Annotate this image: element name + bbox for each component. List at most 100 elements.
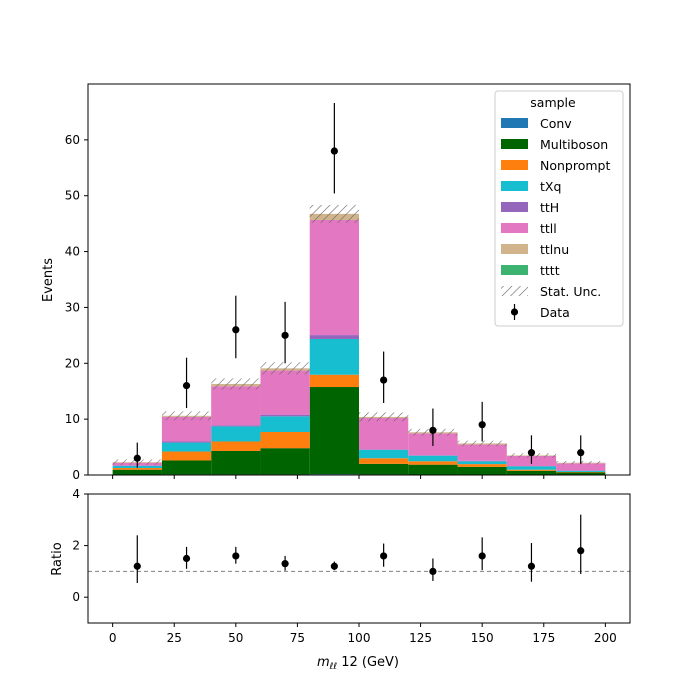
ratio-y-tick-label-2: 2 — [72, 539, 80, 553]
bar-multiboson-0 — [112, 469, 162, 475]
y-tick-label-0: 0 — [72, 468, 80, 482]
ratio-point-2 — [232, 552, 240, 560]
y-tick-label-50: 50 — [65, 189, 80, 203]
bar-nonprompt-6 — [408, 461, 458, 465]
bar-txq-1 — [161, 442, 212, 452]
bar-multiboson-1 — [161, 460, 212, 475]
x-tick-label-75: 75 — [290, 631, 305, 645]
legend-label-multiboson: Multiboson — [540, 137, 608, 152]
legend-title: sample — [530, 95, 576, 110]
legend-label-stat-unc: Stat. Unc. — [540, 284, 601, 299]
bar-nonprompt-3 — [260, 431, 310, 449]
ratio-points — [133, 514, 585, 584]
legend-swatch-multiboson — [501, 139, 528, 149]
x-tick-label-50: 50 — [228, 631, 243, 645]
x-tick-label-125: 125 — [409, 631, 432, 645]
main-panel-bars — [112, 213, 606, 475]
legend-label-txq: tXq — [540, 179, 561, 194]
bar-nonprompt-0 — [112, 468, 162, 470]
y-axis-label: Events — [41, 258, 56, 302]
bar-tth-3 — [260, 414, 310, 417]
legend-label-data: Data — [540, 305, 570, 320]
main-axes: 0 10 20 30 40 50 60 — [65, 133, 606, 482]
bar-txq-6 — [408, 455, 458, 462]
bar-nonprompt-9 — [556, 471, 606, 473]
ratio-point-8 — [527, 562, 536, 570]
x-tick-label-25: 25 — [167, 631, 182, 645]
bar-ttll-4 — [309, 220, 359, 336]
bar-ttll-9 — [556, 463, 606, 471]
ratio-plot-frame — [87, 493, 631, 624]
bar-multiboson-6 — [408, 464, 458, 475]
bar-ttll-5 — [359, 418, 409, 450]
legend-swatch-tttt — [501, 265, 528, 275]
bar-multiboson-4 — [309, 387, 359, 475]
bar-ttll-3 — [260, 370, 310, 415]
ratio-point-5 — [380, 552, 388, 560]
bar-txq-5 — [359, 449, 409, 459]
bar-nonprompt-4 — [309, 374, 359, 388]
bar-nonprompt-8 — [506, 469, 557, 471]
stat-unc-band-2 — [211, 378, 261, 390]
bar-tth-1 — [161, 441, 212, 443]
bar-tth-2 — [211, 425, 261, 427]
bar-multiboson-3 — [260, 448, 310, 475]
legend-label-tttt: tttt — [540, 263, 560, 278]
data-point-5 — [380, 376, 388, 384]
y-tick-label-60: 60 — [65, 133, 80, 147]
legend: sample Conv Multiboson Nonprompt tXq ttH ttll t… — [494, 90, 624, 327]
data-point-4 — [330, 147, 338, 155]
legend-data-marker — [510, 308, 519, 316]
data-point-3 — [281, 331, 289, 339]
legend-swatch-ttll — [501, 223, 528, 233]
bar-txq-3 — [260, 416, 310, 432]
ratio-y-tick-label-0: 0 — [72, 590, 80, 604]
bar-multiboson-9 — [556, 472, 606, 475]
data-point-2 — [232, 326, 240, 334]
ratio-y-tick-label-4: 4 — [72, 487, 80, 501]
bar-nonprompt-5 — [359, 458, 409, 464]
data-points — [133, 102, 585, 468]
legend-label-nonprompt: Nonprompt — [540, 158, 610, 173]
legend-label-ttll: ttll — [540, 221, 557, 236]
data-point-1 — [182, 382, 191, 390]
legend-label-tth: ttH — [540, 200, 559, 215]
legend-swatch-stat-unc — [501, 286, 528, 296]
x-tick-label-100: 100 — [348, 631, 371, 645]
ratio-point-6 — [429, 567, 437, 576]
stat-unc-band-1 — [161, 411, 212, 421]
legend-swatch-conv — [501, 118, 528, 128]
legend-swatch-ttlnu — [501, 244, 528, 254]
stat-unc-band-7 — [457, 440, 507, 447]
bar-txq-7 — [457, 461, 507, 465]
bar-txq-8 — [506, 466, 557, 470]
y-tick-label-10: 10 — [65, 412, 80, 426]
bar-txq-2 — [211, 426, 261, 442]
stat-unc-band-5 — [359, 412, 409, 422]
ratio-y-axis-label: Ratio — [50, 542, 65, 575]
ratio-point-4 — [330, 562, 338, 570]
data-point-6 — [429, 426, 437, 434]
bar-ttll-7 — [457, 444, 507, 461]
y-tick-label-20: 20 — [65, 356, 80, 370]
data-point-8 — [527, 449, 536, 457]
ratio-point-3 — [281, 560, 289, 568]
legend-swatch-tth — [501, 202, 528, 212]
bar-tth-5 — [359, 449, 409, 450]
ratio-point-0 — [133, 562, 141, 570]
x-tick-label-0: 0 — [109, 631, 117, 645]
x-tick-label-175: 175 — [532, 631, 555, 645]
bar-nonprompt-1 — [161, 451, 212, 461]
bar-multiboson-8 — [506, 470, 557, 475]
ratio-point-7 — [478, 552, 486, 560]
bar-txq-4 — [309, 338, 359, 375]
data-point-0 — [133, 454, 141, 462]
bar-multiboson-2 — [211, 450, 261, 475]
x-tick-label-200: 200 — [594, 631, 617, 645]
bar-tth-7 — [457, 460, 507, 462]
bar-multiboson-7 — [457, 466, 507, 475]
bar-ttll-2 — [211, 386, 261, 426]
bar-txq-9 — [556, 470, 606, 472]
x-axis-label: mℓℓ 12 (GeV) — [317, 655, 399, 672]
